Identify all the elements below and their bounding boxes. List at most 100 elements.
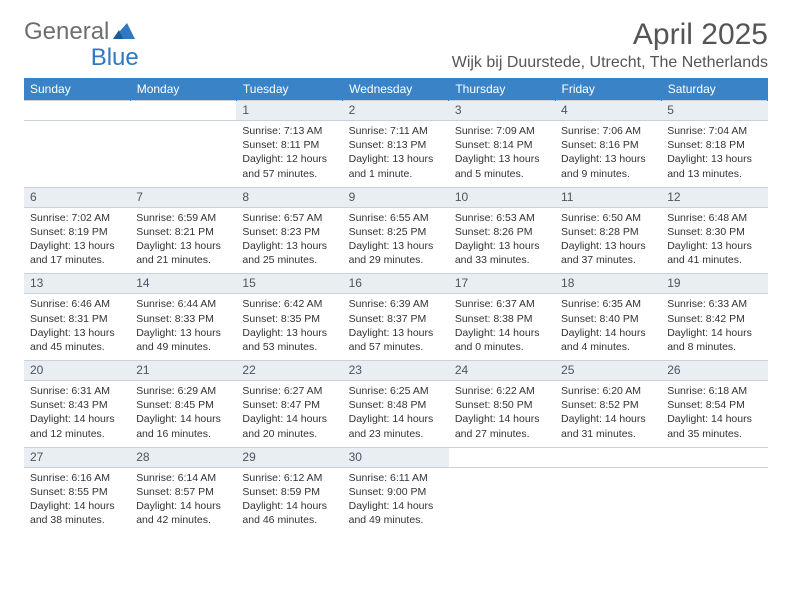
day-info-cell: Sunrise: 6:37 AMSunset: 8:38 PMDaylight:…	[449, 294, 555, 361]
day-info-cell: Sunrise: 6:29 AMSunset: 8:45 PMDaylight:…	[130, 381, 236, 448]
day-info-cell: Sunrise: 6:22 AMSunset: 8:50 PMDaylight:…	[449, 381, 555, 448]
daylight-text: Daylight: 14 hours and 20 minutes.	[242, 412, 336, 440]
sunrise-text: Sunrise: 7:11 AM	[349, 124, 443, 138]
day-info-cell	[661, 467, 767, 533]
day-number-cell	[555, 447, 661, 467]
day-number-cell: 20	[24, 361, 130, 381]
daylight-text: Daylight: 12 hours and 57 minutes.	[242, 152, 336, 180]
day-info-cell: Sunrise: 6:50 AMSunset: 8:28 PMDaylight:…	[555, 207, 661, 274]
weekday-header-row: SundayMondayTuesdayWednesdayThursdayFrid…	[24, 78, 768, 101]
sunset-text: Sunset: 8:11 PM	[242, 138, 336, 152]
day-info-cell: Sunrise: 6:31 AMSunset: 8:43 PMDaylight:…	[24, 381, 130, 448]
sunrise-text: Sunrise: 6:22 AM	[455, 384, 549, 398]
sunset-text: Sunset: 8:48 PM	[349, 398, 443, 412]
weekday-header: Thursday	[449, 78, 555, 101]
sunrise-text: Sunrise: 6:12 AM	[242, 471, 336, 485]
day-number-cell: 16	[343, 274, 449, 294]
day-info-cell: Sunrise: 7:09 AMSunset: 8:14 PMDaylight:…	[449, 121, 555, 188]
month-title: April 2025	[452, 18, 768, 52]
day-info-cell: Sunrise: 6:20 AMSunset: 8:52 PMDaylight:…	[555, 381, 661, 448]
daylight-text: Daylight: 13 hours and 29 minutes.	[349, 239, 443, 267]
sunrise-text: Sunrise: 6:48 AM	[667, 211, 761, 225]
sunset-text: Sunset: 8:35 PM	[242, 312, 336, 326]
day-number-cell: 22	[236, 361, 342, 381]
sunrise-text: Sunrise: 6:50 AM	[561, 211, 655, 225]
day-number-cell: 25	[555, 361, 661, 381]
daylight-text: Daylight: 14 hours and 27 minutes.	[455, 412, 549, 440]
day-number-cell: 7	[130, 187, 236, 207]
day-number-cell: 24	[449, 361, 555, 381]
day-info-cell: Sunrise: 7:11 AMSunset: 8:13 PMDaylight:…	[343, 121, 449, 188]
sunrise-text: Sunrise: 6:44 AM	[136, 297, 230, 311]
sunrise-text: Sunrise: 6:27 AM	[242, 384, 336, 398]
sunrise-text: Sunrise: 6:46 AM	[30, 297, 124, 311]
day-number-cell: 29	[236, 447, 342, 467]
sunset-text: Sunset: 8:19 PM	[30, 225, 124, 239]
day-info-cell	[24, 121, 130, 188]
sunrise-text: Sunrise: 7:02 AM	[30, 211, 124, 225]
sunset-text: Sunset: 8:18 PM	[667, 138, 761, 152]
day-number-cell: 13	[24, 274, 130, 294]
sunset-text: Sunset: 9:00 PM	[349, 485, 443, 499]
daylight-text: Daylight: 13 hours and 53 minutes.	[242, 326, 336, 354]
day-number-cell: 23	[343, 361, 449, 381]
day-number-cell	[24, 101, 130, 121]
sunrise-text: Sunrise: 7:09 AM	[455, 124, 549, 138]
day-info-cell: Sunrise: 7:02 AMSunset: 8:19 PMDaylight:…	[24, 207, 130, 274]
day-info-cell: Sunrise: 7:13 AMSunset: 8:11 PMDaylight:…	[236, 121, 342, 188]
weekday-header: Friday	[555, 78, 661, 101]
weekday-header: Wednesday	[343, 78, 449, 101]
sunrise-text: Sunrise: 7:13 AM	[242, 124, 336, 138]
daylight-text: Daylight: 14 hours and 46 minutes.	[242, 499, 336, 527]
weekday-header: Tuesday	[236, 78, 342, 101]
sunset-text: Sunset: 8:26 PM	[455, 225, 549, 239]
weekday-header: Saturday	[661, 78, 767, 101]
sunset-text: Sunset: 8:52 PM	[561, 398, 655, 412]
day-info-cell: Sunrise: 6:57 AMSunset: 8:23 PMDaylight:…	[236, 207, 342, 274]
day-info-cell	[130, 121, 236, 188]
sunrise-text: Sunrise: 7:06 AM	[561, 124, 655, 138]
sunrise-text: Sunrise: 6:59 AM	[136, 211, 230, 225]
day-number-cell: 3	[449, 101, 555, 121]
sunset-text: Sunset: 8:50 PM	[455, 398, 549, 412]
day-info-cell: Sunrise: 6:53 AMSunset: 8:26 PMDaylight:…	[449, 207, 555, 274]
daylight-text: Daylight: 14 hours and 49 minutes.	[349, 499, 443, 527]
day-info-cell: Sunrise: 6:25 AMSunset: 8:48 PMDaylight:…	[343, 381, 449, 448]
sunrise-text: Sunrise: 6:25 AM	[349, 384, 443, 398]
day-number-cell: 11	[555, 187, 661, 207]
info-row: Sunrise: 6:16 AMSunset: 8:55 PMDaylight:…	[24, 467, 768, 533]
daylight-text: Daylight: 13 hours and 9 minutes.	[561, 152, 655, 180]
weekday-header: Monday	[130, 78, 236, 101]
daylight-text: Daylight: 13 hours and 13 minutes.	[667, 152, 761, 180]
day-number-cell: 19	[661, 274, 767, 294]
day-info-cell: Sunrise: 6:18 AMSunset: 8:54 PMDaylight:…	[661, 381, 767, 448]
day-number-cell: 1	[236, 101, 342, 121]
daylight-text: Daylight: 13 hours and 25 minutes.	[242, 239, 336, 267]
sunset-text: Sunset: 8:31 PM	[30, 312, 124, 326]
day-info-cell	[449, 467, 555, 533]
info-row: Sunrise: 7:13 AMSunset: 8:11 PMDaylight:…	[24, 121, 768, 188]
calendar-body: 12345Sunrise: 7:13 AMSunset: 8:11 PMDayl…	[24, 101, 768, 534]
sunset-text: Sunset: 8:55 PM	[30, 485, 124, 499]
info-row: Sunrise: 7:02 AMSunset: 8:19 PM Daylight:…	[24, 207, 768, 274]
daynum-row: 6789101112	[24, 187, 768, 207]
sunset-text: Sunset: 8:33 PM	[136, 312, 230, 326]
sunrise-text: Sunrise: 6:20 AM	[561, 384, 655, 398]
day-number-cell: 6	[24, 187, 130, 207]
sunrise-text: Sunrise: 6:18 AM	[667, 384, 761, 398]
info-row: Sunrise: 6:46 AMSunset: 8:31 PM Daylight:…	[24, 294, 768, 361]
day-info-cell: Sunrise: 7:06 AMSunset: 8:16 PMDaylight:…	[555, 121, 661, 188]
sunset-text: Sunset: 8:37 PM	[349, 312, 443, 326]
sunrise-text: Sunrise: 6:29 AM	[136, 384, 230, 398]
daynum-row: 13141516171819	[24, 274, 768, 294]
sunset-text: Sunset: 8:54 PM	[667, 398, 761, 412]
sunrise-text: Sunrise: 6:16 AM	[30, 471, 124, 485]
daylight-text: Daylight: 13 hours and 1 minute.	[349, 152, 443, 180]
daynum-row: 20212223242526	[24, 361, 768, 381]
daylight-text: Daylight: 14 hours and 23 minutes.	[349, 412, 443, 440]
sunset-text: Sunset: 8:16 PM	[561, 138, 655, 152]
logo-text-general: General	[24, 18, 109, 46]
day-info-cell: Sunrise: 6:59 AMSunset: 8:21 PMDaylight:…	[130, 207, 236, 274]
daylight-text: Daylight: 14 hours and 38 minutes.	[30, 499, 124, 527]
day-number-cell: 5	[661, 101, 767, 121]
